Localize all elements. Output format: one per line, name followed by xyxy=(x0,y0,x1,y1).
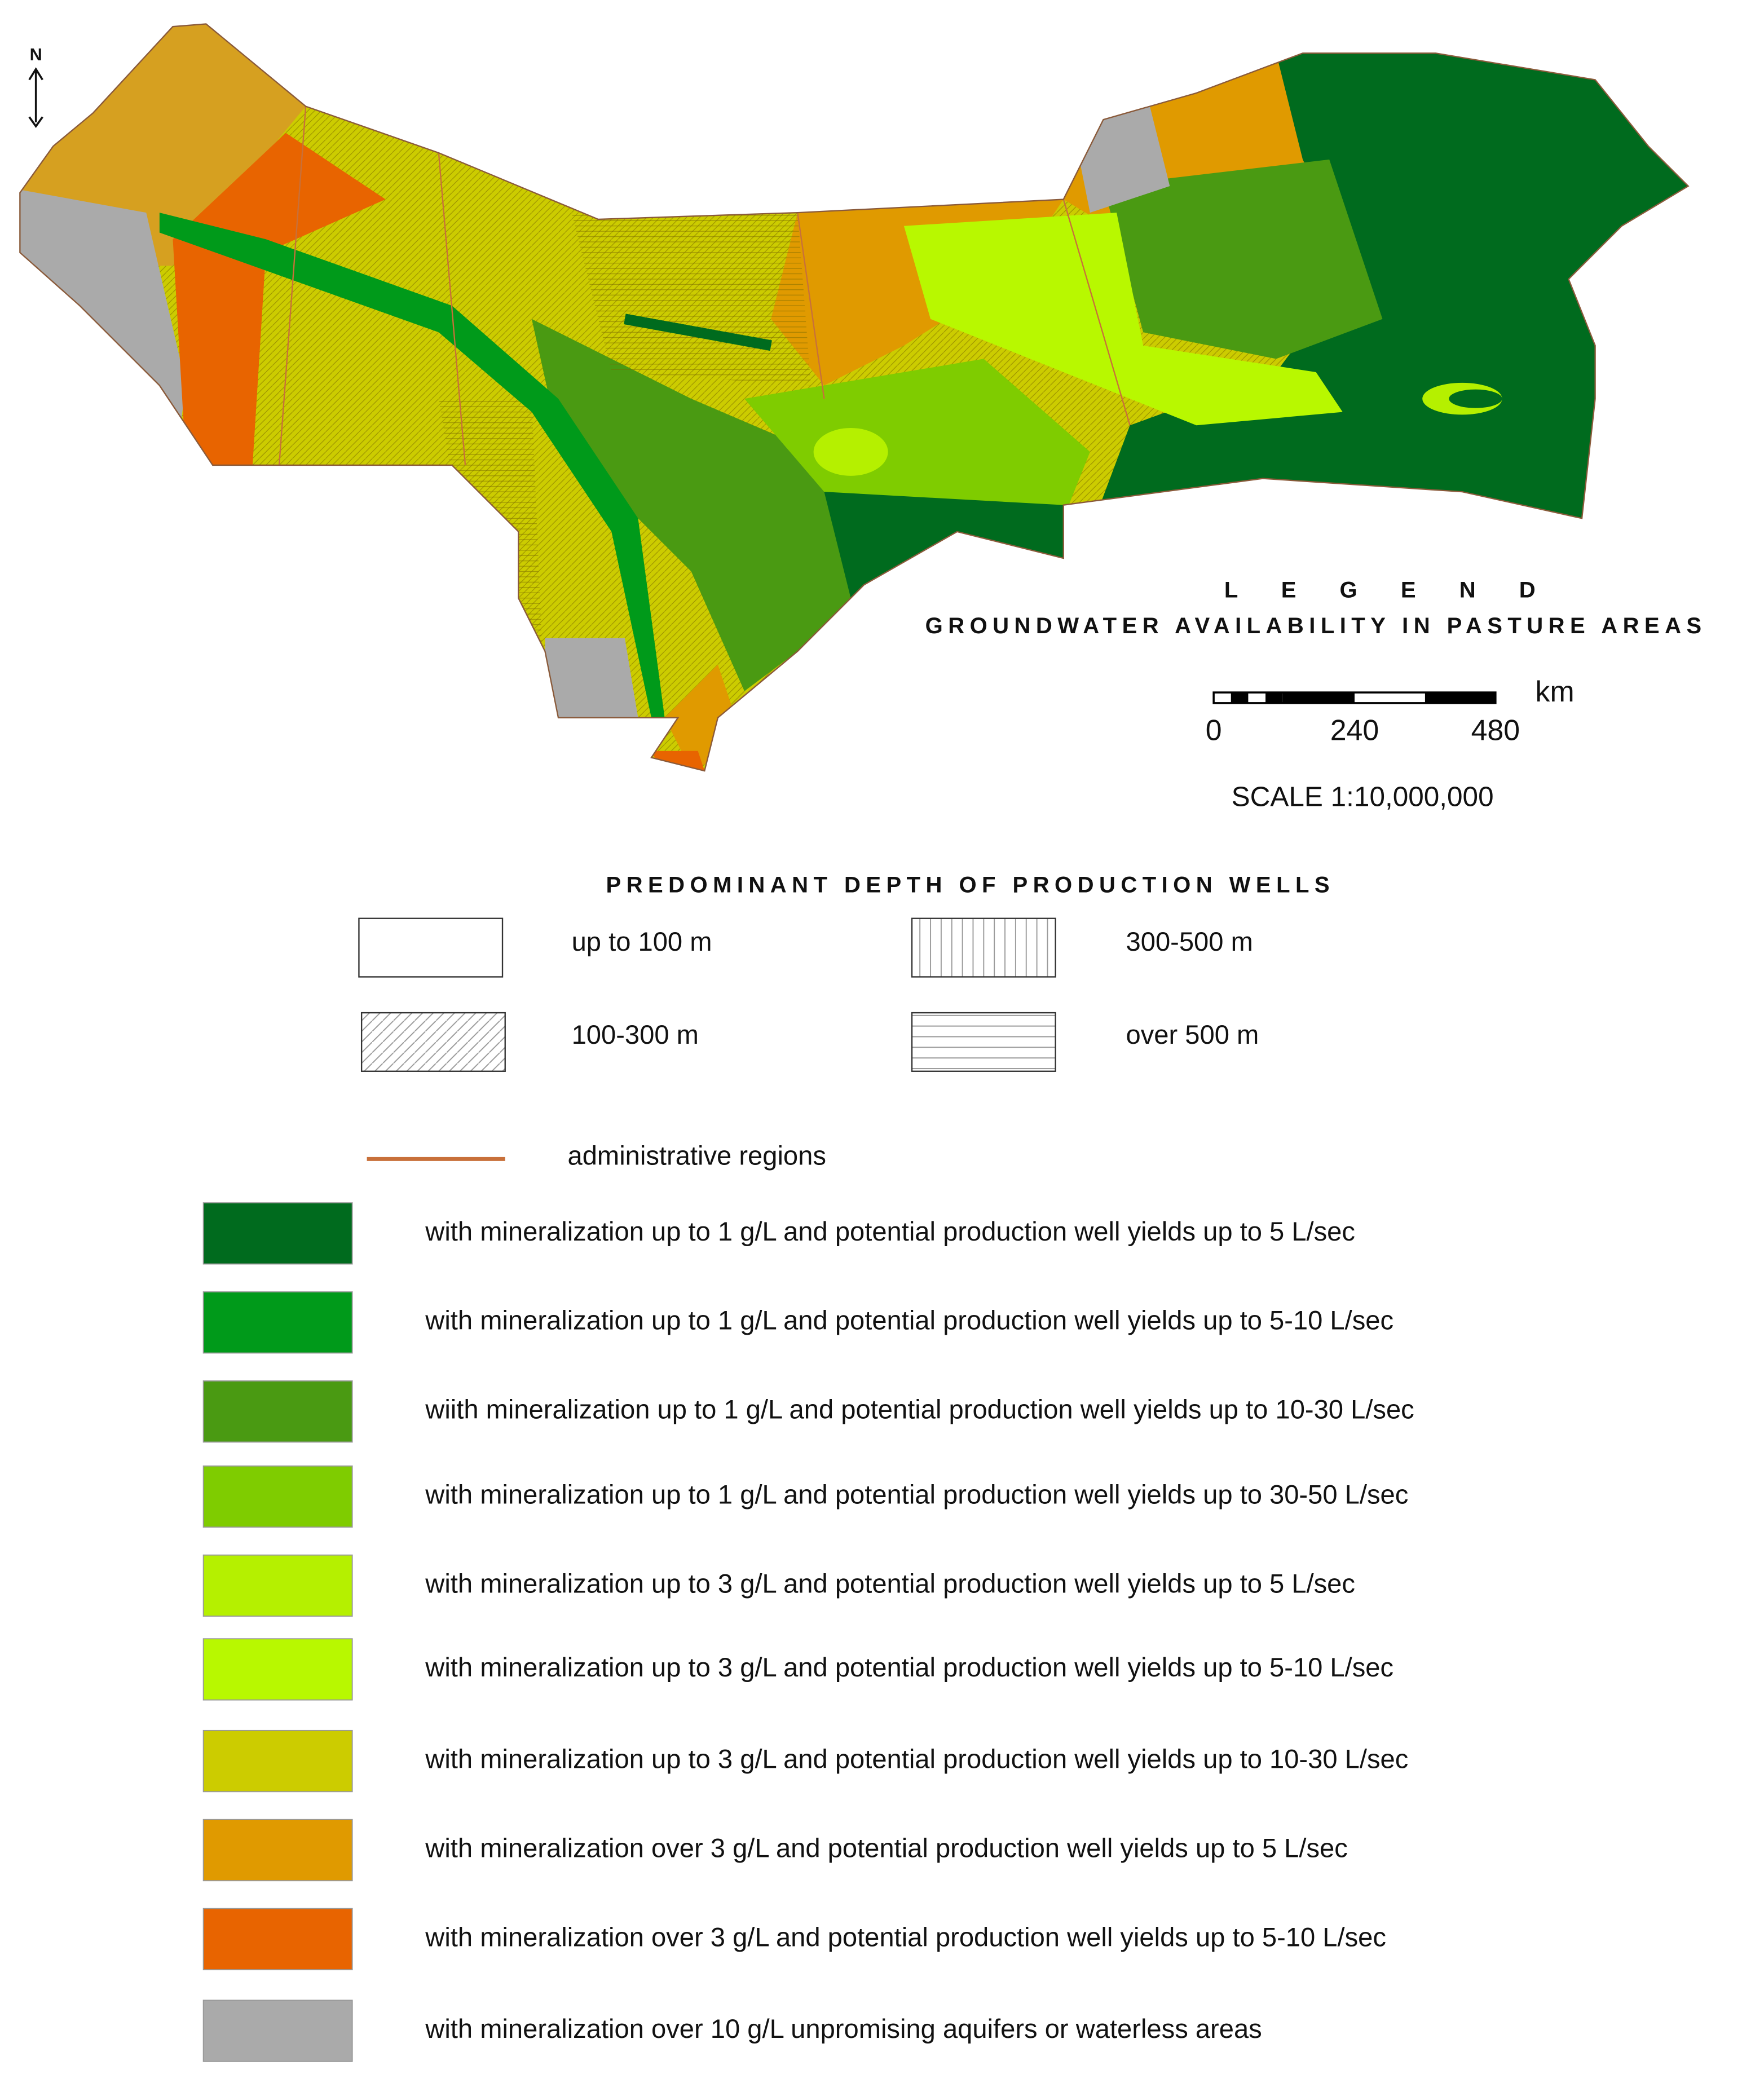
class-swatch xyxy=(202,1638,353,1701)
depth-label: 100-300 m xyxy=(572,1019,699,1049)
class-swatch xyxy=(202,1554,353,1617)
class-swatch xyxy=(202,1729,353,1793)
scale-tick-label: 0 xyxy=(1206,713,1222,746)
depth-swatch xyxy=(911,917,1056,978)
class-label: with mineralization over 3 g/L and poten… xyxy=(425,1833,1348,1863)
legend-subtitle: GROUNDWATER AVAILABILITY IN PASTURE AREA… xyxy=(925,614,1707,638)
depth-label: 300-500 m xyxy=(1126,926,1253,956)
class-label: with mineralization up to 3 g/L and pote… xyxy=(425,1744,1408,1774)
map xyxy=(20,24,1688,771)
depth-label: up to 100 m xyxy=(572,926,712,956)
scale-tick-label: 480 xyxy=(1471,713,1520,746)
class-swatch xyxy=(202,1908,353,1971)
class-label: with mineralization over 10 g/L unpromis… xyxy=(425,2014,1262,2044)
scale-text: SCALE 1:10,000,000 xyxy=(1232,782,1494,813)
class-swatch xyxy=(202,1380,353,1443)
class-swatch xyxy=(202,1202,353,1265)
scale-unit: km xyxy=(1536,675,1575,708)
class-label: with mineralization over 3 g/L and poten… xyxy=(425,1922,1386,1952)
admin-label: administrative regions xyxy=(568,1140,826,1170)
depth-label: over 500 m xyxy=(1126,1019,1259,1049)
depth-swatch xyxy=(911,1012,1056,1072)
depth-title: PREDOMINANT DEPTH OF PRODUCTION WELLS xyxy=(606,873,1335,898)
class-swatch xyxy=(202,2000,353,2062)
class-swatch xyxy=(202,1291,353,1354)
depth-swatch xyxy=(360,1012,506,1072)
scale-tick-label: 240 xyxy=(1330,713,1379,746)
class-swatch xyxy=(202,1465,353,1528)
class-label: with mineralization up to 1 g/L and pote… xyxy=(425,1479,1408,1509)
class-label: wiith mineralization up to 1 g/L and pot… xyxy=(425,1394,1414,1424)
class-label: with mineralization up to 1 g/L and pote… xyxy=(425,1216,1355,1246)
class-swatch xyxy=(202,1819,353,1882)
north-label: N xyxy=(30,45,42,64)
north-arrow xyxy=(28,67,43,128)
legend-title: L E G E N D xyxy=(1224,577,1554,602)
depth-swatch xyxy=(358,917,504,978)
class-label: with mineralization up to 3 g/L and pote… xyxy=(425,1568,1355,1598)
class-label: with mineralization up to 1 g/L and pote… xyxy=(425,1305,1393,1335)
scale-bar xyxy=(1212,691,1497,704)
class-label: with mineralization up to 3 g/L and pote… xyxy=(425,1652,1393,1682)
